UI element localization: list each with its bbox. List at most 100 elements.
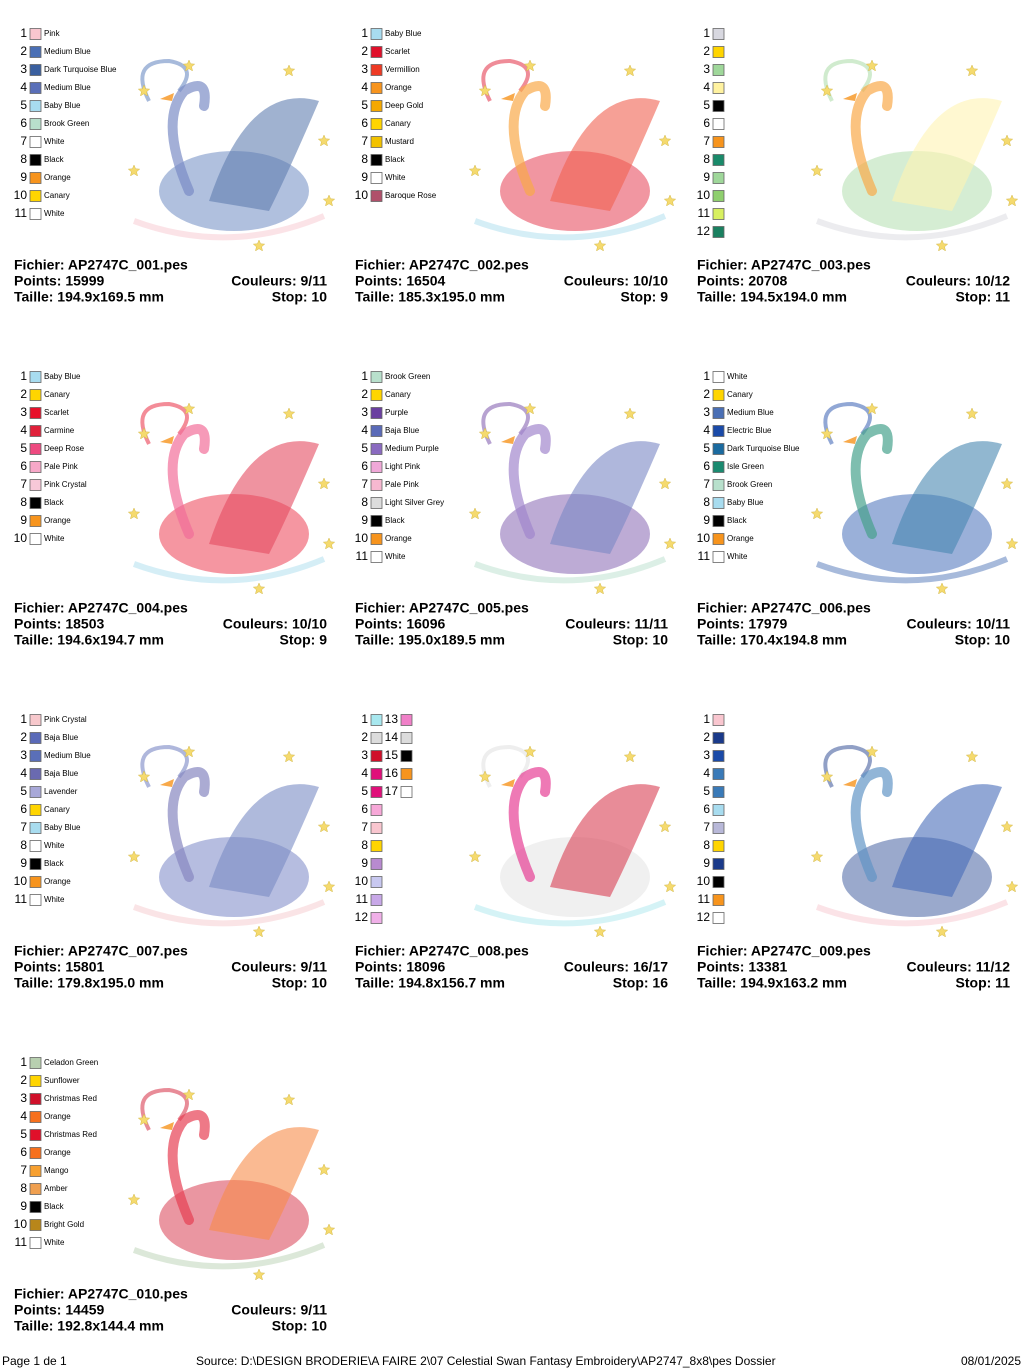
swan-body	[842, 494, 992, 574]
color-number: 7	[361, 134, 368, 148]
color-number: 7	[703, 134, 710, 148]
color-number: 6	[20, 802, 27, 816]
color-number: 1	[361, 712, 368, 726]
color-name: Orange	[44, 1148, 71, 1157]
color-swatch	[29, 1183, 42, 1195]
color-swatch	[29, 118, 42, 130]
color-swatch	[370, 497, 383, 509]
star	[182, 402, 196, 415]
color-swatch	[29, 1057, 42, 1069]
color-swatch	[29, 768, 42, 780]
color-swatch	[400, 732, 413, 744]
color-swatch	[29, 154, 42, 166]
color-swatch	[370, 551, 383, 563]
star	[182, 745, 196, 758]
color-number: 2	[703, 730, 710, 744]
color-swatch	[29, 1165, 42, 1177]
color-swatch	[370, 64, 383, 76]
swirl	[815, 213, 1009, 241]
color-number: 10	[355, 188, 369, 202]
color-name: Canary	[44, 390, 70, 399]
color-swatch	[712, 208, 725, 220]
points: Points: 15999	[14, 273, 104, 289]
swirl	[815, 556, 1009, 584]
color-swatch	[712, 226, 725, 238]
file-name: Fichier: AP2747C_006.pes	[697, 600, 871, 616]
star	[282, 407, 296, 420]
colors-used: Couleurs: 9/11	[231, 1302, 327, 1318]
color-name: Canary	[385, 119, 411, 128]
color-swatch	[400, 714, 413, 726]
color-name: Canary	[385, 390, 411, 399]
color-number: 11	[698, 892, 711, 906]
colors-used: Couleurs: 10/10	[223, 616, 327, 632]
color-name: Black	[385, 516, 406, 525]
swan-beak	[843, 779, 857, 787]
points: Points: 18096	[355, 959, 445, 975]
color-name: Baja Blue	[44, 733, 79, 742]
color-swatch	[29, 208, 42, 220]
color-swatch	[29, 371, 42, 383]
color-swatch	[400, 750, 413, 762]
color-swatch	[370, 172, 383, 184]
color-name: Baby Blue	[727, 498, 764, 507]
star	[658, 477, 672, 490]
color-name: Black	[727, 516, 748, 525]
design-card: 1 Baby Blue 2 Scarlet 3 Vermillion 4 Orange 5 Dee…	[355, 26, 677, 305]
star	[593, 239, 607, 252]
color-name: Orange	[44, 516, 71, 525]
color-number: 15	[385, 748, 399, 762]
color-swatch	[712, 479, 725, 491]
color-number: 4	[361, 423, 368, 437]
star	[1000, 477, 1014, 490]
color-name: Pink Crystal	[44, 480, 87, 489]
stops: Stop: 10	[955, 632, 1010, 648]
swan-image	[127, 58, 336, 252]
swan-wing	[209, 784, 319, 897]
color-name: Light Silver Grey	[385, 498, 444, 507]
color-number: 10	[697, 874, 711, 888]
swan-image	[127, 1087, 336, 1281]
color-number: 8	[361, 152, 368, 166]
color-swatch	[712, 118, 725, 130]
star	[478, 427, 492, 440]
color-number: 17	[385, 784, 399, 798]
swan-beak	[501, 436, 515, 444]
color-swatch	[370, 786, 383, 798]
color-name: Christmas Red	[44, 1094, 97, 1103]
color-name: Baja Blue	[44, 769, 79, 778]
stops: Stop: 11	[956, 975, 1011, 991]
color-number: 4	[703, 766, 710, 780]
star	[523, 59, 537, 72]
color-number: 5	[361, 98, 368, 112]
color-number: 1	[703, 712, 710, 726]
color-swatch	[370, 515, 383, 527]
color-number: 7	[20, 820, 27, 834]
star	[623, 64, 637, 77]
color-swatch	[29, 1111, 42, 1123]
color-number: 10	[14, 1217, 28, 1231]
swan-neck	[167, 424, 210, 539]
star	[252, 1268, 266, 1281]
color-number: 4	[361, 766, 368, 780]
color-number: 10	[355, 874, 369, 888]
color-swatch	[370, 858, 383, 870]
color-swatch	[370, 876, 383, 888]
star	[965, 64, 979, 77]
color-number: 3	[703, 748, 710, 762]
color-number: 6	[703, 802, 710, 816]
size: Taille: 194.8x156.7 mm	[355, 975, 505, 991]
color-name: Orange	[44, 173, 71, 182]
star	[810, 850, 824, 863]
color-swatch	[712, 804, 725, 816]
color-swatch	[370, 822, 383, 834]
color-swatch	[29, 876, 42, 888]
color-swatch	[29, 822, 42, 834]
star	[523, 745, 537, 758]
color-swatch	[712, 786, 725, 798]
swan-body	[842, 151, 992, 231]
color-number: 2	[361, 44, 368, 58]
swirl	[140, 401, 189, 445]
color-swatch	[29, 407, 42, 419]
